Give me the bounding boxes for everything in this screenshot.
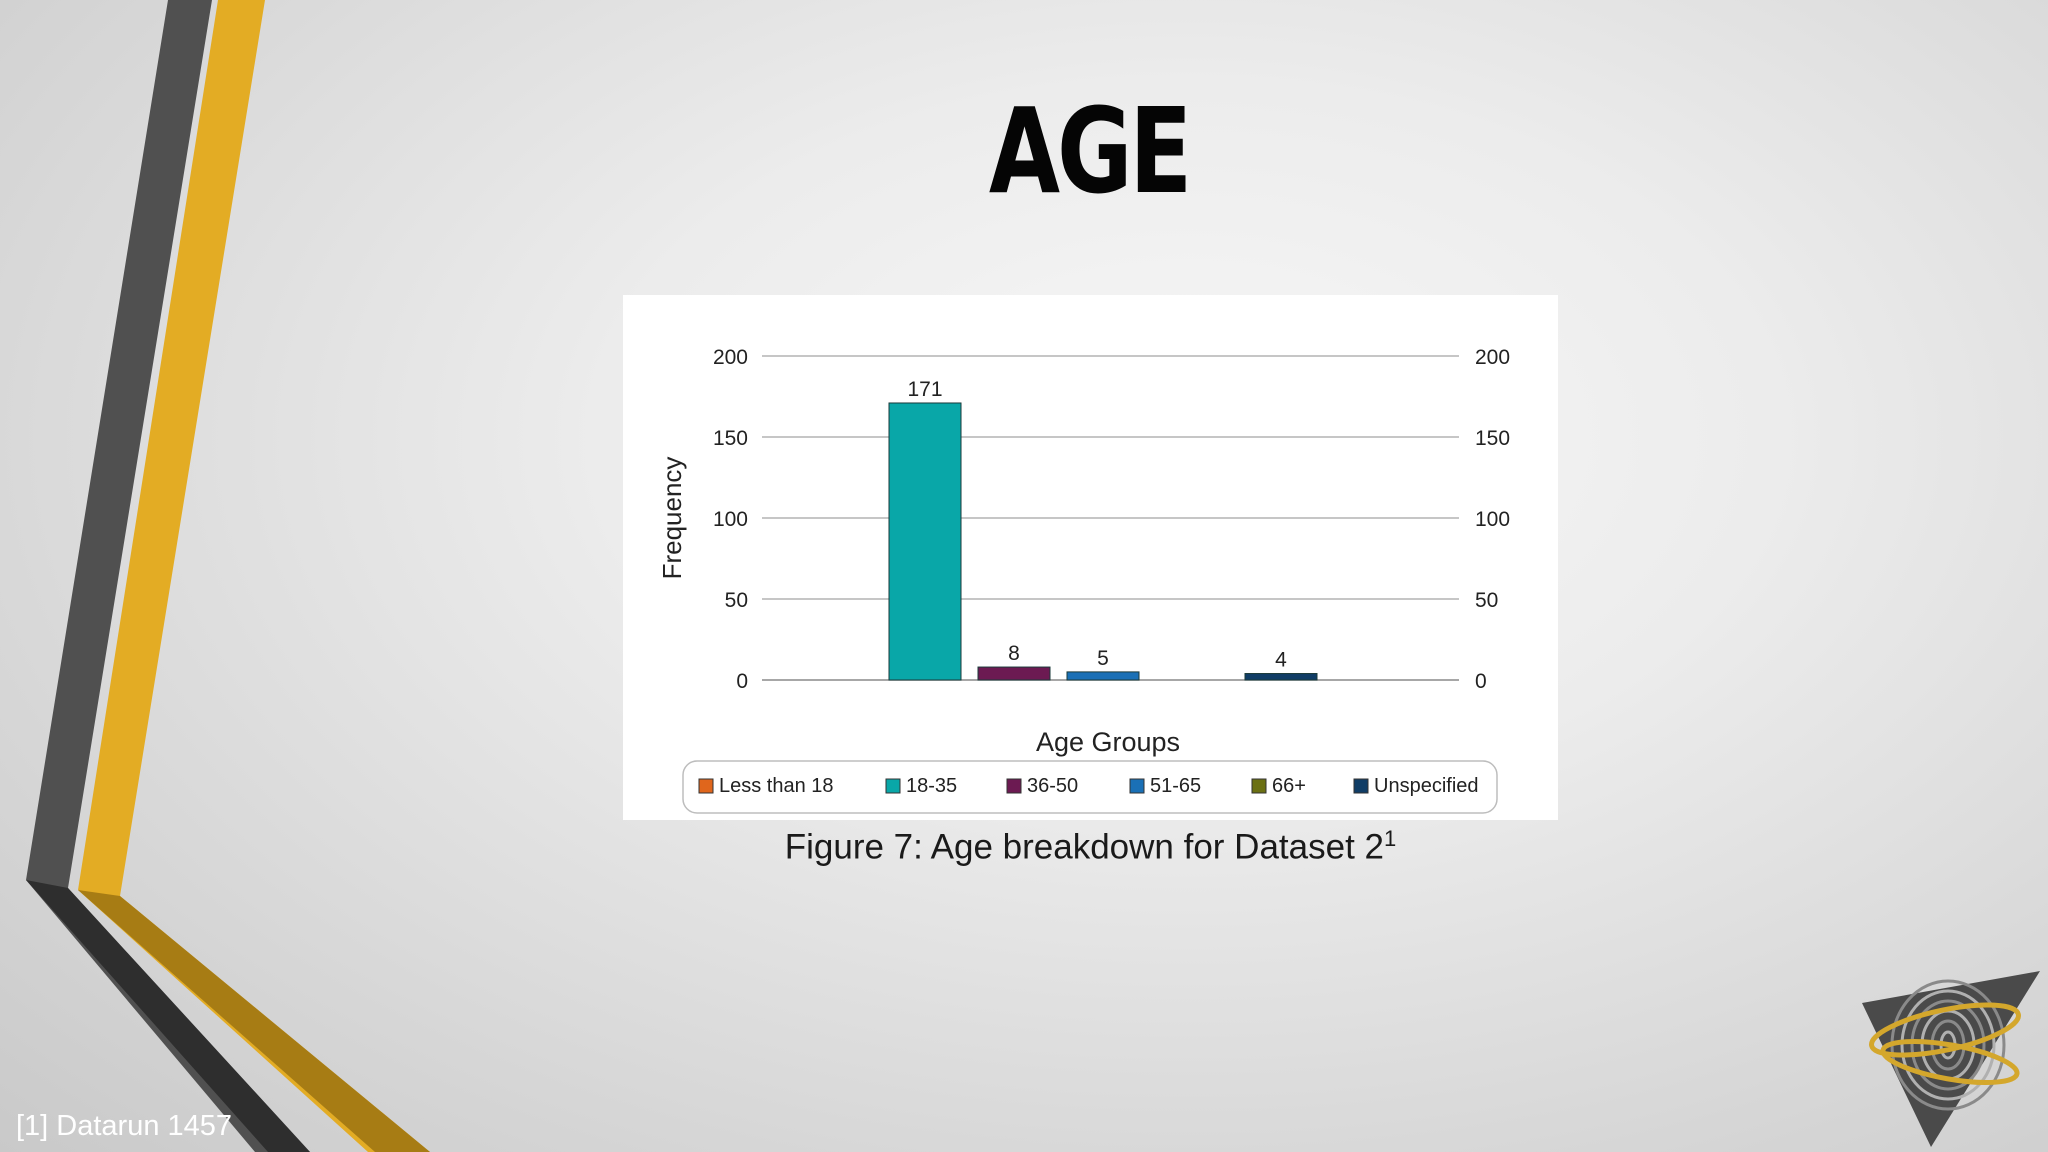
x-axis-label: Age Groups [1036, 727, 1180, 757]
y-tick-label-right: 0 [1475, 670, 1487, 693]
logo-triangle [1862, 971, 2040, 1147]
bar-51-65 [1066, 671, 1140, 681]
y-tick-label-right: 100 [1475, 508, 1510, 531]
gold-stripe [78, 0, 430, 1152]
legend-label: 18-35 [906, 775, 957, 797]
data-label: 4 [1275, 649, 1287, 672]
gold-orbit-rings [1869, 1002, 2021, 1085]
y-axis-label: Frequency [657, 457, 687, 580]
dark-stripe-shadow [26, 880, 310, 1152]
figure-caption: Figure 7: Age breakdown for Dataset 21 [623, 826, 1558, 868]
footnote: [1] Datarun 1457 [16, 1110, 233, 1142]
legend-swatch [1129, 778, 1145, 794]
legend-swatch [1006, 778, 1022, 794]
caption-text: Figure 7: Age breakdown for Dataset 2 [784, 827, 1384, 867]
legend-swatch [885, 778, 901, 794]
legend-label: 51-65 [1150, 775, 1201, 797]
y-tick-label-left: 50 [725, 589, 748, 612]
y-tick-label-left: 200 [713, 346, 748, 369]
y-tick-label-right: 50 [1475, 589, 1498, 612]
legend-label: Less than 18 [719, 775, 834, 797]
y-tick-label-left: 150 [713, 427, 748, 450]
gold-stripe-shadow [78, 890, 430, 1152]
caption-reference: 1 [1384, 826, 1397, 851]
legend-label: 36-50 [1027, 775, 1078, 797]
legend-label: 66+ [1272, 775, 1306, 797]
legend-swatch [698, 778, 714, 794]
chart-container: 0 0 50 50 100 100 150 150 200 200 171 8 5 4 Age Groups… [623, 295, 1558, 820]
legend-label: Unspecified [1374, 775, 1479, 797]
bar-chart: 0 0 50 50 100 100 150 150 200 200 171 8 5 4 Age Groups… [657, 346, 1510, 814]
legend-swatch [1353, 778, 1369, 794]
y-tick-label-right: 200 [1475, 346, 1510, 369]
data-label: 171 [907, 378, 942, 401]
y-tick-label-right: 150 [1475, 427, 1510, 450]
bar-36-50 [977, 666, 1051, 681]
legend-box [682, 760, 1498, 814]
dark-stripe [26, 0, 310, 1152]
bar-Unspecified [1244, 673, 1318, 681]
y-tick-label-left: 100 [713, 508, 748, 531]
bar-18-35 [888, 402, 962, 681]
y-tick-label-left: 0 [736, 670, 748, 693]
slide-title: AGE [988, 82, 1192, 220]
data-label: 5 [1097, 647, 1109, 670]
data-label: 8 [1008, 642, 1020, 665]
legend-swatch [1251, 778, 1267, 794]
